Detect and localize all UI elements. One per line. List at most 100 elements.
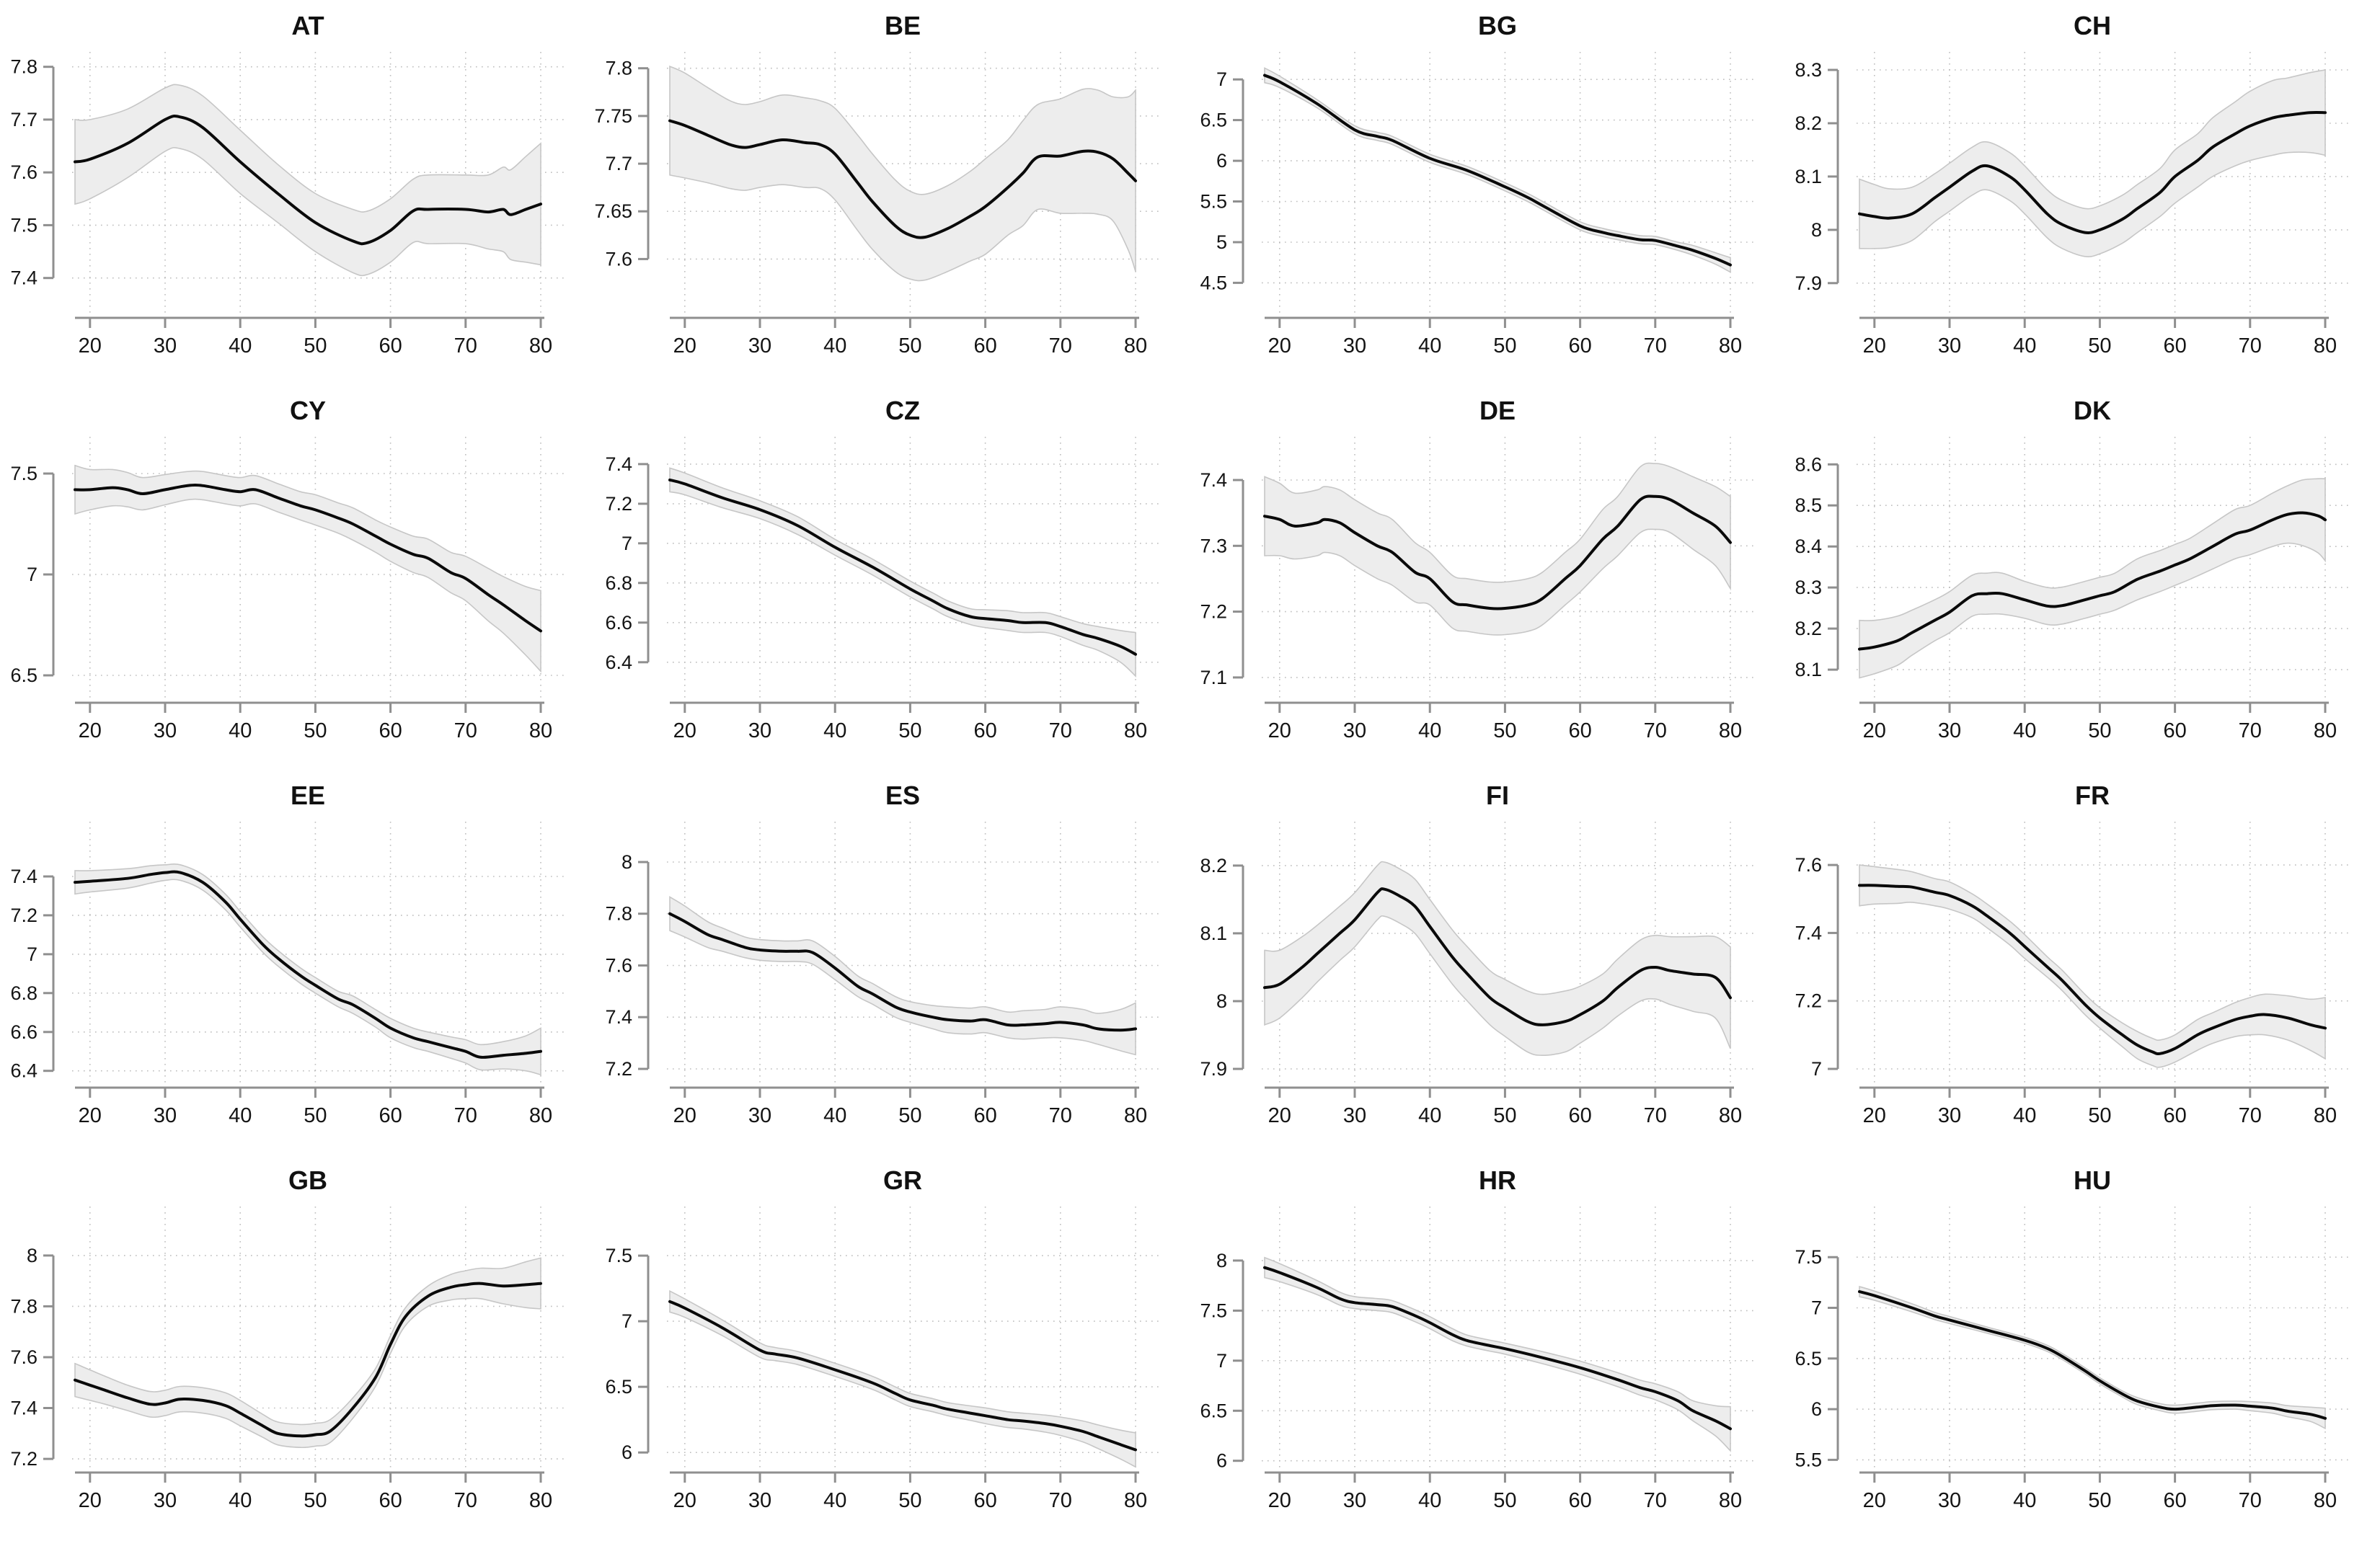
chart-panel-DE: 7.1 7.2 7.3 7.4 20 30 40 50 60 70 80 DE (1190, 385, 1784, 770)
chart-CH: 7.9 8 8.1 8.2 8.3 20 30 40 50 60 70 80 CH (1795, 11, 2351, 358)
x-tick-label: 40 (229, 334, 252, 358)
chart-BE: 7.6 7.65 7.7 7.75 7.8 20 30 40 50 60 70 80 BE (595, 11, 1162, 358)
x-tick-label: 70 (1644, 719, 1667, 742)
y-tick-label: 7.1 (1200, 667, 1227, 688)
trend-line (74, 1282, 542, 1438)
confidence-band (669, 1289, 1136, 1468)
trend-line (668, 1300, 1137, 1452)
x-tick-label: 20 (673, 1489, 696, 1512)
y-tick-label: 7 (1216, 1350, 1227, 1372)
x-tick-label: 60 (1568, 1104, 1591, 1127)
chart-FR: 7 7.2 7.4 7.6 20 30 40 50 60 70 80 FR (1795, 781, 2351, 1127)
x-tick-label: 70 (1644, 1489, 1667, 1512)
y-tick-label: 7 (1811, 1058, 1822, 1080)
chart-CY: 6.5 7 7.5 20 30 40 50 60 70 80 CY (10, 396, 567, 742)
x-tick-label: 80 (2314, 1104, 2337, 1127)
y-tick-label: 8.1 (1200, 923, 1227, 944)
x-tick-label: 40 (2013, 1104, 2036, 1127)
x-tick-label: 60 (379, 1489, 402, 1512)
confidence-band (1264, 1256, 1731, 1452)
x-tick-label: 50 (2088, 334, 2111, 358)
confidence-band (1264, 67, 1731, 274)
x-tick-label: 50 (1493, 334, 1516, 358)
x-tick-label: 80 (1124, 719, 1147, 742)
x-tick-label: 80 (2314, 719, 2337, 742)
y-tick-label: 8 (1216, 990, 1227, 1012)
y-tick-label: 6.8 (605, 572, 632, 594)
x-tick-label: 20 (1863, 1104, 1886, 1127)
x-tick-label: 60 (973, 334, 996, 358)
confidence-band (1859, 69, 2326, 258)
chart-panel-CZ: 6.4 6.6 6.8 7 7.2 7.4 20 30 40 50 60 70 80 CZ (595, 385, 1190, 770)
x-tick-label: 40 (229, 1104, 252, 1127)
trend-line (1858, 1290, 2327, 1420)
y-tick-label: 4.5 (1200, 272, 1227, 293)
trend-line (74, 870, 542, 1059)
x-tick-label: 50 (898, 334, 921, 358)
x-tick-label: 70 (2239, 334, 2262, 358)
x-tick-label: 40 (823, 1489, 846, 1512)
y-tick-label: 6.5 (605, 1376, 632, 1398)
chart-panel-FR: 7 7.2 7.4 7.6 20 30 40 50 60 70 80 FR (1784, 770, 2379, 1155)
chart-title: HU (2074, 1165, 2111, 1195)
x-tick-label: 40 (1418, 334, 1441, 358)
chart-title: CH (2074, 11, 2111, 40)
confidence-band (74, 1257, 541, 1449)
y-tick-label: 7.8 (605, 903, 632, 925)
chart-panel-GB: 7.2 7.4 7.6 7.8 8 20 30 40 50 60 70 80 GB (0, 1155, 595, 1541)
x-tick-label: 20 (673, 719, 696, 742)
chart-panel-HR: 6 6.5 7 7.5 8 20 30 40 50 60 70 80 HR (1190, 1155, 1784, 1541)
x-tick-label: 70 (454, 1104, 477, 1127)
chart-panel-CH: 7.9 8 8.1 8.2 8.3 20 30 40 50 60 70 80 CH (1784, 0, 2379, 385)
y-tick-label: 6 (621, 1442, 632, 1463)
y-tick-label: 6.5 (10, 665, 37, 686)
x-tick-label: 50 (1493, 719, 1516, 742)
confidence-band (1859, 1285, 2326, 1430)
x-tick-label: 60 (1568, 334, 1591, 358)
confidence-band (74, 84, 541, 277)
chart-title: FR (2075, 781, 2110, 810)
x-tick-label: 80 (529, 1104, 552, 1127)
x-tick-label: 50 (1493, 1489, 1516, 1512)
chart-CZ: 6.4 6.6 6.8 7 7.2 7.4 20 30 40 50 60 70 80 CZ (605, 396, 1162, 742)
x-tick-label: 20 (1268, 719, 1291, 742)
y-tick-label: 6.8 (10, 982, 37, 1004)
x-tick-label: 80 (1719, 334, 1742, 358)
chart-GB: 7.2 7.4 7.6 7.8 8 20 30 40 50 60 70 80 GB (10, 1165, 567, 1512)
x-tick-label: 20 (79, 334, 102, 358)
y-tick-label: 7 (1216, 68, 1227, 90)
chart-title: AT (291, 11, 324, 40)
x-tick-label: 40 (823, 1104, 846, 1127)
chart-panel-ES: 7.2 7.4 7.6 7.8 8 20 30 40 50 60 70 80 ES (595, 770, 1190, 1155)
y-tick-label: 7.5 (1795, 1246, 1822, 1268)
x-tick-label: 50 (898, 1489, 921, 1512)
trend-line (1858, 511, 2327, 651)
y-tick-label: 7.2 (1200, 601, 1227, 623)
x-tick-label: 30 (154, 334, 177, 358)
x-tick-label: 60 (379, 334, 402, 358)
x-tick-label: 20 (1268, 1489, 1291, 1512)
y-tick-label: 8 (1811, 219, 1822, 241)
chart-panel-BG: 4.5 5 5.5 6 6.5 7 20 30 40 50 60 70 80 BG (1190, 0, 1784, 385)
chart-DE: 7.1 7.2 7.3 7.4 20 30 40 50 60 70 80 DE (1200, 396, 1756, 742)
x-tick-label: 50 (304, 719, 327, 742)
y-tick-label: 7.6 (10, 1346, 37, 1368)
chart-title: GR (883, 1165, 922, 1195)
y-tick-label: 8 (1216, 1250, 1227, 1271)
x-tick-label: 30 (1938, 1489, 1961, 1512)
x-tick-label: 30 (748, 334, 771, 358)
y-tick-label: 7.4 (10, 1398, 37, 1419)
y-tick-label: 7 (27, 564, 37, 585)
x-tick-label: 80 (529, 719, 552, 742)
confidence-band (74, 464, 541, 673)
y-tick-label: 8 (27, 1245, 37, 1266)
chart-title: EE (291, 781, 325, 810)
x-tick-label: 20 (1863, 719, 1886, 742)
chart-title: CY (290, 396, 326, 425)
trend-line (668, 478, 1137, 656)
trend-line (668, 912, 1137, 1032)
y-tick-label: 7 (1811, 1297, 1822, 1319)
y-tick-label: 8 (621, 851, 632, 873)
y-tick-label: 8.1 (1795, 659, 1822, 680)
chart-AT: 7.4 7.5 7.6 7.7 7.8 20 30 40 50 60 70 80 AT (10, 11, 567, 358)
